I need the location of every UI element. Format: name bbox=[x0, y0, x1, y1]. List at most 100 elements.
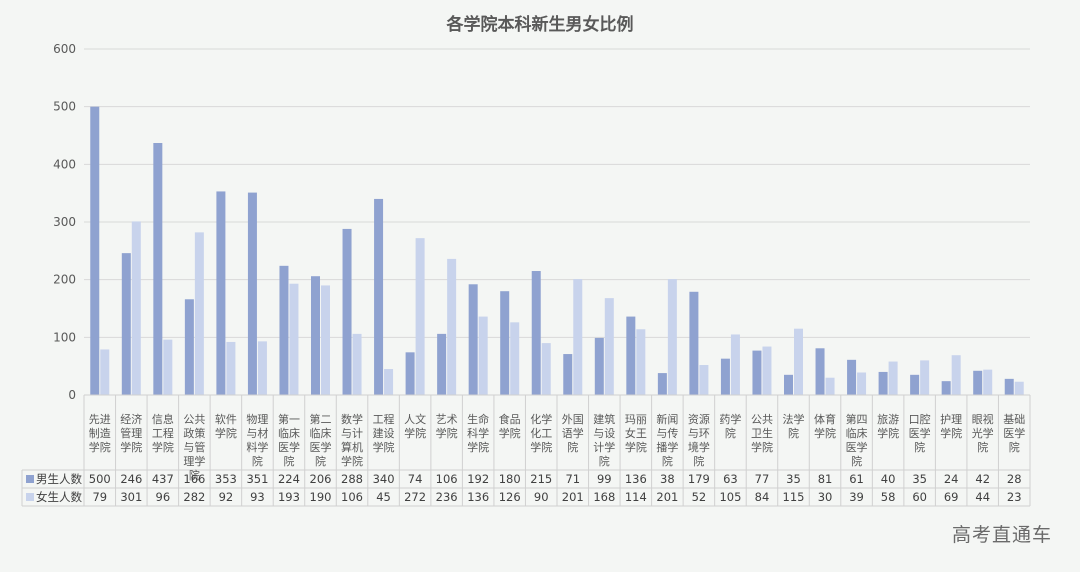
bar-male bbox=[626, 316, 636, 395]
data-label: 136 bbox=[625, 472, 647, 486]
data-label: 35 bbox=[786, 472, 801, 486]
data-label: 45 bbox=[376, 490, 391, 504]
data-label: 114 bbox=[625, 490, 647, 504]
x-category-label: 护理学院 bbox=[940, 412, 962, 440]
data-label: 126 bbox=[499, 490, 521, 504]
data-label: 201 bbox=[656, 490, 678, 504]
data-label: 282 bbox=[183, 490, 205, 504]
bar-male bbox=[342, 228, 352, 395]
x-category-label: 第四临床医学院 bbox=[846, 412, 868, 468]
bar-male bbox=[279, 265, 289, 395]
data-label: 61 bbox=[849, 472, 864, 486]
bar-female bbox=[888, 361, 898, 395]
x-category-label: 药学院 bbox=[719, 412, 741, 440]
data-label: 28 bbox=[1007, 472, 1022, 486]
data-label: 272 bbox=[404, 490, 426, 504]
bar-male bbox=[437, 333, 447, 395]
legend-swatch bbox=[26, 493, 34, 501]
legend-label: 男生人数 bbox=[36, 472, 82, 486]
data-label: 42 bbox=[975, 472, 990, 486]
data-label: 246 bbox=[120, 472, 142, 486]
data-label: 63 bbox=[723, 472, 738, 486]
data-label: 52 bbox=[692, 490, 707, 504]
data-label: 74 bbox=[408, 472, 423, 486]
y-tick-label: 100 bbox=[53, 330, 76, 344]
x-category-label: 第二临床医学院 bbox=[310, 412, 332, 468]
bar-female bbox=[920, 360, 930, 395]
y-tick-label: 200 bbox=[53, 273, 76, 287]
x-category-label: 公共政策与管理学院 bbox=[183, 413, 205, 482]
bar-male bbox=[689, 291, 699, 395]
bar-male bbox=[941, 381, 951, 395]
bar-male bbox=[563, 354, 573, 395]
data-label: 69 bbox=[944, 490, 959, 504]
bar-female bbox=[636, 329, 646, 395]
bar-female bbox=[447, 258, 457, 395]
x-category-label: 体育学院 bbox=[814, 412, 836, 440]
bar-male bbox=[815, 348, 825, 395]
data-label: 437 bbox=[152, 472, 174, 486]
bar-female bbox=[163, 339, 173, 395]
data-label: 96 bbox=[156, 490, 171, 504]
data-label: 71 bbox=[565, 472, 580, 486]
x-category-label: 旅游学院 bbox=[877, 412, 899, 440]
bar-male bbox=[468, 284, 478, 395]
legend-swatch bbox=[26, 475, 34, 483]
chart-title: 各学院本科新生男女比例 bbox=[446, 15, 634, 35]
bar-male bbox=[500, 291, 510, 395]
data-label: 236 bbox=[436, 490, 458, 504]
bar-male bbox=[153, 142, 163, 395]
data-label: 168 bbox=[593, 490, 615, 504]
x-category-label: 生命科学学院 bbox=[467, 412, 489, 454]
bar-female bbox=[226, 341, 236, 395]
x-category-label: 口腔医学院 bbox=[909, 412, 931, 454]
data-label: 105 bbox=[719, 490, 741, 504]
data-label: 201 bbox=[562, 490, 584, 504]
bar-male bbox=[847, 359, 857, 395]
x-category-label: 先进制造学院 bbox=[89, 413, 111, 454]
data-label: 79 bbox=[92, 490, 107, 504]
data-label: 44 bbox=[975, 490, 990, 504]
bar-female bbox=[257, 341, 267, 395]
data-label: 40 bbox=[881, 472, 896, 486]
data-label: 206 bbox=[310, 472, 332, 486]
x-category-label: 玛丽女王学院 bbox=[625, 413, 647, 454]
watermark-text: 高考直通车 bbox=[951, 524, 1052, 546]
bar-male bbox=[121, 253, 131, 395]
bar-male bbox=[1004, 378, 1014, 395]
x-category-label: 经济管理学院 bbox=[120, 412, 142, 454]
bar-female bbox=[794, 328, 803, 395]
bar-male bbox=[184, 299, 194, 395]
data-label: 24 bbox=[944, 472, 959, 486]
bar-female bbox=[825, 377, 835, 395]
data-label: 166 bbox=[183, 472, 205, 486]
bar-male bbox=[405, 352, 415, 395]
bar-female bbox=[541, 343, 551, 395]
data-label: 340 bbox=[373, 472, 395, 486]
bar-female bbox=[131, 221, 141, 395]
bar-male bbox=[247, 192, 257, 395]
bar-female bbox=[699, 365, 709, 395]
bar-male bbox=[752, 350, 762, 395]
data-label: 58 bbox=[881, 490, 896, 504]
data-label: 192 bbox=[467, 472, 489, 486]
bar-male bbox=[311, 276, 320, 395]
data-label: 351 bbox=[246, 472, 268, 486]
data-label: 77 bbox=[755, 472, 770, 486]
data-label: 81 bbox=[818, 472, 833, 486]
data-label: 115 bbox=[783, 490, 805, 504]
bar-male bbox=[720, 358, 730, 395]
bar-male bbox=[910, 374, 920, 395]
data-label: 106 bbox=[436, 472, 458, 486]
x-category-label: 法学院 bbox=[783, 412, 805, 440]
bar-male bbox=[374, 198, 384, 395]
x-category-label: 外国语学院 bbox=[562, 413, 584, 454]
data-label: 35 bbox=[912, 472, 927, 486]
bar-female bbox=[510, 322, 520, 395]
x-category-label: 第一临床医学院 bbox=[278, 412, 300, 468]
y-tick-label: 400 bbox=[53, 157, 76, 171]
x-category-label: 艺术学院 bbox=[436, 413, 458, 440]
x-category-label: 物理与材料学院 bbox=[246, 412, 268, 468]
data-label: 84 bbox=[755, 490, 770, 504]
